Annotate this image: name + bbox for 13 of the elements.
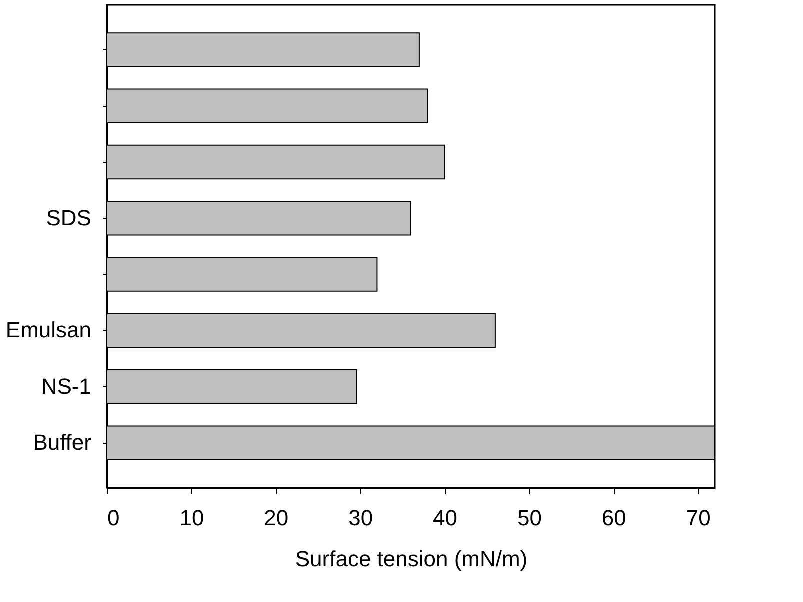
y-tick-label: SDS (46, 205, 92, 230)
x-tick-label: 50 (517, 506, 542, 530)
x-tick-label: 70 (686, 506, 711, 530)
x-axis-title: Surface tension (mN/m) (295, 546, 528, 572)
y-tick-label: NS-1 (41, 374, 92, 399)
x-tick-label: 20 (264, 506, 289, 530)
x-tick-label: 60 (602, 506, 626, 530)
y-tick-label: Emulsan (6, 318, 92, 343)
y-tick-label: Buffer (33, 430, 92, 456)
x-tick-label: 0 (108, 506, 120, 530)
x-tick-label: 10 (180, 506, 204, 530)
x-tick-label: 30 (348, 506, 374, 530)
x-tick-label: 40 (433, 506, 458, 530)
